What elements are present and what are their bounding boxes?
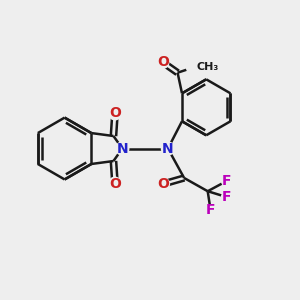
- Circle shape: [109, 108, 121, 120]
- Circle shape: [157, 56, 169, 68]
- Circle shape: [221, 192, 232, 203]
- Circle shape: [186, 58, 204, 76]
- Text: F: F: [222, 190, 232, 204]
- Text: F: F: [222, 174, 232, 188]
- Text: F: F: [206, 203, 215, 218]
- Circle shape: [109, 177, 121, 189]
- Text: CH₃: CH₃: [197, 62, 219, 72]
- Circle shape: [221, 176, 232, 186]
- Text: O: O: [157, 56, 169, 69]
- Text: O: O: [109, 177, 121, 191]
- Text: N: N: [162, 142, 174, 155]
- Text: O: O: [158, 177, 169, 191]
- Text: O: O: [109, 106, 121, 120]
- Circle shape: [116, 142, 129, 155]
- Text: N: N: [116, 142, 128, 155]
- Circle shape: [158, 178, 169, 190]
- Circle shape: [205, 205, 216, 216]
- Circle shape: [161, 142, 174, 155]
